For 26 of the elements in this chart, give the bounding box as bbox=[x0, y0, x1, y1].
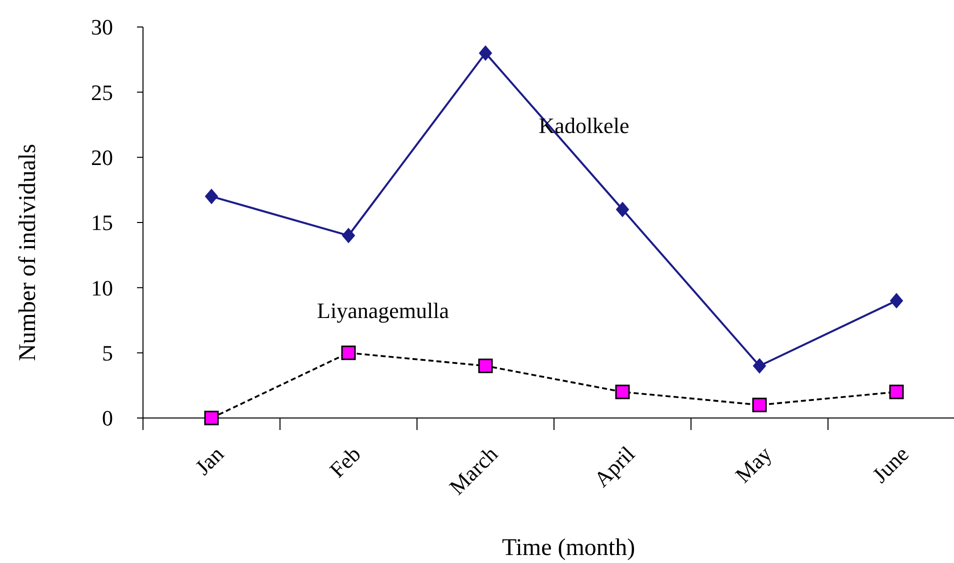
y-tick-label: 25 bbox=[91, 80, 113, 105]
y-axis-title: Number of individuals bbox=[15, 144, 41, 362]
y-tick-label: 20 bbox=[91, 145, 113, 170]
y-tick-label: 0 bbox=[102, 406, 113, 431]
point bbox=[616, 202, 629, 217]
x-tick-label: May bbox=[730, 441, 776, 488]
point bbox=[478, 358, 493, 374]
point bbox=[204, 410, 219, 426]
x-tick-label: Jan bbox=[190, 441, 228, 480]
point bbox=[753, 358, 766, 374]
y-tick-label: 10 bbox=[91, 275, 113, 300]
point bbox=[615, 384, 630, 400]
x-axis-title: Time (month) bbox=[502, 535, 636, 561]
point bbox=[890, 293, 903, 308]
point bbox=[479, 46, 492, 61]
x-tick-label: Feb bbox=[324, 441, 366, 482]
y-tick-label: 5 bbox=[102, 340, 113, 366]
point bbox=[889, 384, 904, 400]
point bbox=[342, 228, 355, 244]
x-tick-label: June bbox=[867, 441, 914, 488]
series-label: Liyanagemulla bbox=[317, 298, 450, 323]
point bbox=[205, 188, 218, 204]
point bbox=[752, 398, 767, 412]
point bbox=[341, 346, 356, 360]
y-tick-label: 30 bbox=[91, 14, 113, 40]
y-tick-label: 15 bbox=[91, 210, 113, 236]
